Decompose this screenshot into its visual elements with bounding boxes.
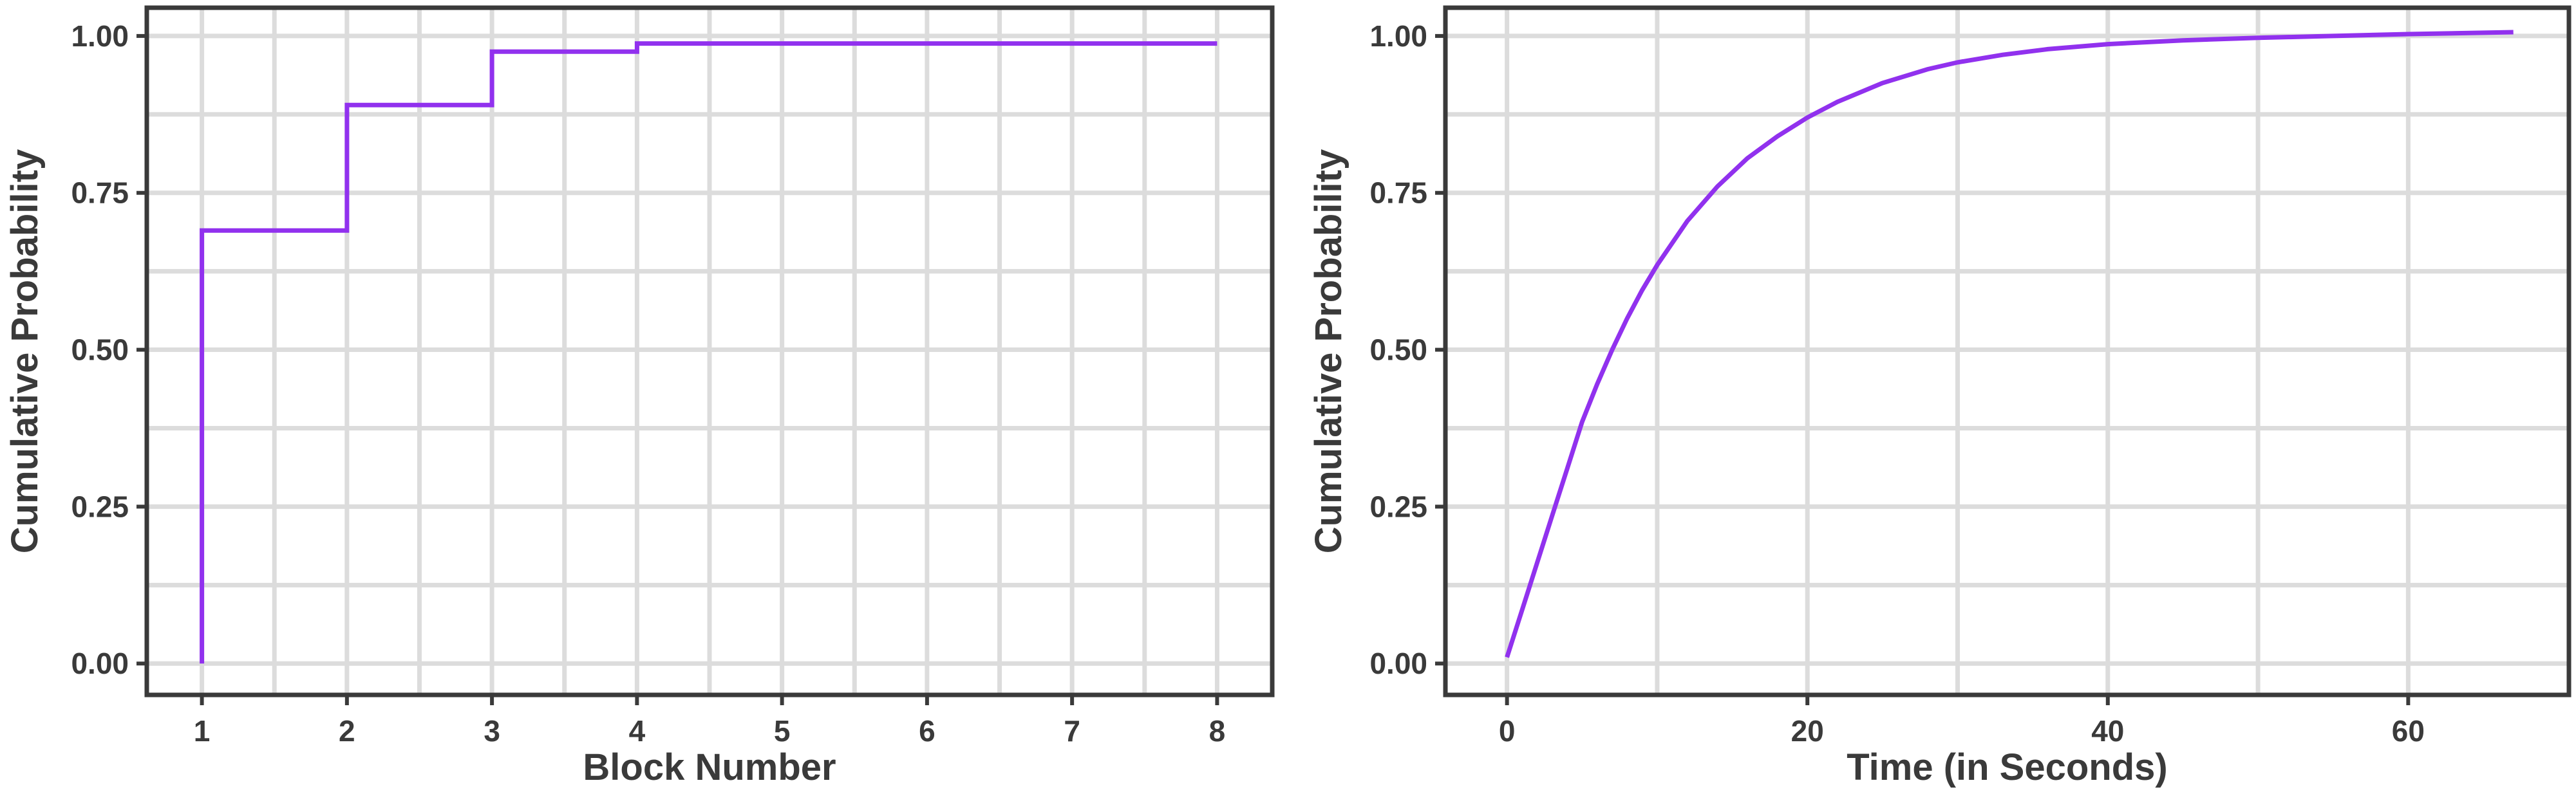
y-tick-label: 0.25 xyxy=(71,490,129,523)
series-line-1 xyxy=(200,41,1217,664)
y-tick-label: 0.75 xyxy=(71,176,129,210)
chart-1: 1 2 3 4 5 6 7 8 0.00 0.25 0.50 0.75 1.00 Block Number… xyxy=(4,5,1275,788)
x-tick-label: 6 xyxy=(919,714,935,748)
gridlines xyxy=(147,8,1272,695)
x-tick-label: 20 xyxy=(1791,714,1824,748)
x-tick-label: 2 xyxy=(339,714,355,748)
x-axis-label: Time (in Seconds) xyxy=(1847,746,2167,788)
series-line-1 xyxy=(1505,30,2514,658)
x-tick-label: 5 xyxy=(774,714,791,748)
chart-2: 0 20 40 60 0.00 0.25 0.50 0.75 1.00 Time (in Seco… xyxy=(1308,5,2571,788)
x-tick-label: 3 xyxy=(484,714,500,748)
y-tick-label: 0.50 xyxy=(71,333,129,367)
y-axis-label: Cumulative Probability xyxy=(4,149,46,553)
x-tick-label: 1 xyxy=(194,714,211,748)
x-tick-label: 0 xyxy=(1499,714,1516,748)
y-tick-label: 0.50 xyxy=(1369,333,1427,367)
x-tick-label: 4 xyxy=(629,714,646,748)
y-tick-label: 1.00 xyxy=(71,19,129,53)
y-tick-label: 1.00 xyxy=(1369,19,1427,53)
x-axis-label: Block Number xyxy=(583,746,836,788)
x-tick-label: 7 xyxy=(1064,714,1080,748)
x-tick-label: 40 xyxy=(2091,714,2124,748)
y-tick-label: 0.25 xyxy=(1369,490,1427,523)
y-tick-label: 0.75 xyxy=(1369,176,1427,210)
x-tick-label: 8 xyxy=(1209,714,1226,748)
y-axis-label: Cumulative Probability xyxy=(1308,149,1349,553)
y-tick-label: 0.00 xyxy=(1369,647,1427,680)
gridlines xyxy=(1445,8,2569,695)
y-tick-label: 0.00 xyxy=(71,647,129,680)
x-tick-label: 60 xyxy=(2392,714,2425,748)
